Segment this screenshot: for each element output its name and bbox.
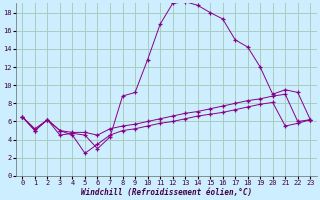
X-axis label: Windchill (Refroidissement éolien,°C): Windchill (Refroidissement éolien,°C): [81, 188, 252, 197]
